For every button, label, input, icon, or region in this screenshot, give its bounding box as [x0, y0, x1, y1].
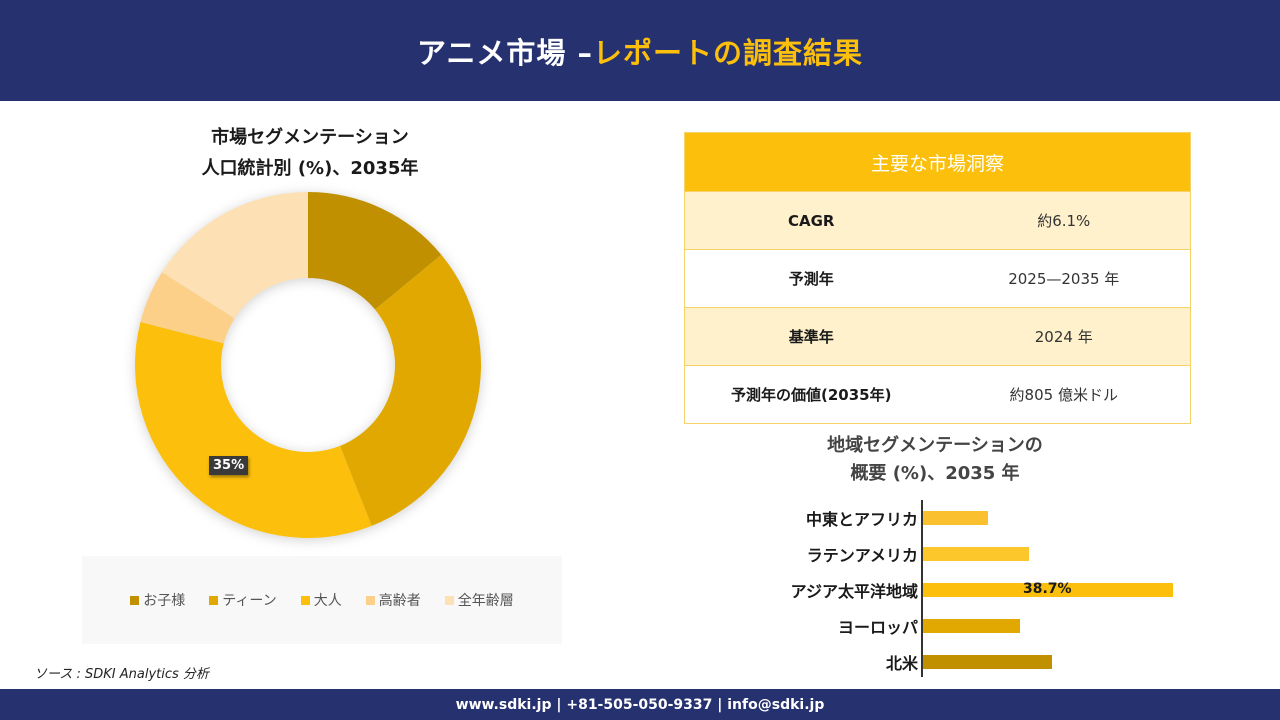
insights-value: 2024 年: [1034, 328, 1093, 346]
bar-category-label: ヨーロッパ: [837, 618, 918, 637]
insights-key: 予測年の価値(2035年): [731, 386, 892, 404]
donut-svg: [134, 192, 481, 538]
bar-row: 北米: [740, 644, 1200, 680]
regional-title-line2: 概要 (%)、2035 年: [850, 463, 1020, 484]
bar-category-label: 中東とアフリカ: [805, 510, 918, 529]
insights-key: 予測年: [788, 270, 834, 288]
legend-item: 全年齢層: [444, 590, 514, 610]
legend-swatch-icon: [209, 595, 219, 605]
legend-item: 大人: [300, 590, 342, 610]
footer-contact: www.sdki.jp | +81-505-050-9337 | info@sd…: [0, 689, 1280, 720]
legend-label: 全年齢層: [457, 593, 514, 609]
insights-key: 基準年: [788, 328, 834, 346]
bar-row: ヨーロッパ: [740, 608, 1200, 644]
legend-swatch-icon: [365, 595, 375, 605]
regional-bar-chart: 中東とアフリカ ラテンアメリカアジア太平洋地域 38.7% ヨーロッパ北米: [740, 500, 1200, 680]
insights-value: 2025—2035 年: [1008, 270, 1120, 288]
bar-category-label: 北米: [885, 654, 918, 673]
insights-key: CAGR: [788, 211, 835, 230]
report-title-findings: レポートの調査結果: [593, 35, 864, 70]
legend-label: 高齢者: [378, 593, 421, 609]
legend-item: ティーン: [209, 590, 277, 610]
legend-item: お子様: [130, 590, 185, 610]
insights-row-forecast-value: 予測年の価値(2035年) 約805 億米ドル: [685, 365, 1190, 423]
insights-row-cagr: CAGR 約6.1%: [685, 191, 1190, 249]
bar-data-label: 38.7%: [1023, 581, 1072, 597]
donut-slice: [140, 272, 235, 344]
legend-swatch-icon: [444, 595, 454, 605]
insights-row-forecast-period: 予測年 2025—2035 年: [685, 249, 1190, 307]
report-title: アニメ市場 –レポートの調査結果: [417, 30, 863, 72]
bar-fill: [923, 583, 1173, 597]
insights-value: 約805 億米ドル: [1009, 386, 1118, 404]
legend-label: ティーン: [222, 593, 277, 609]
bar-fill: [923, 619, 1020, 633]
bar-category-label: ラテンアメリカ: [806, 546, 918, 565]
donut-legend: お子様 ティーン 大人 高齢者 全年齢層: [82, 556, 562, 644]
legend-swatch-icon: [300, 595, 310, 605]
key-insights-table: 主要な市場洞察 CAGR 約6.1% 予測年 2025—2035 年 基準年 2…: [684, 132, 1191, 424]
bar-chart-axis: [921, 500, 923, 677]
regional-title-line1: 地域セグメンテーションの: [827, 435, 1043, 456]
report-header: アニメ市場 –レポートの調査結果: [0, 0, 1280, 101]
donut-data-label: 35%: [209, 456, 249, 475]
bar-fill: [923, 655, 1053, 669]
insights-value: 約6.1%: [1037, 212, 1091, 230]
donut-chart-title: 市場セグメンテーション 人口統計別 (%)、2035年: [120, 122, 500, 184]
donut-title-line1: 市場セグメンテーション: [211, 127, 409, 148]
donut-slice: [161, 192, 308, 319]
demographic-donut-chart: [125, 182, 491, 548]
source-note: ソース : SDKI Analytics 分析: [34, 667, 209, 682]
donut-title-line2: 人口統計別 (%)、2035年: [201, 158, 419, 179]
key-insights-heading: 主要な市場洞察: [685, 133, 1190, 191]
donut-slice: [340, 254, 481, 526]
report-title-market: アニメ市場 –: [416, 35, 593, 70]
bar-fill: [923, 547, 1029, 561]
bar-row: 中東とアフリカ: [740, 500, 1200, 536]
bar-row: アジア太平洋地域 38.7%: [740, 572, 1200, 608]
donut-slice: [308, 192, 442, 310]
donut-slice: [134, 321, 372, 538]
insights-row-base-year: 基準年 2024 年: [685, 307, 1190, 365]
bar-category-label: アジア太平洋地域: [790, 582, 918, 601]
legend-label: 大人: [313, 593, 342, 609]
legend-swatch-icon: [130, 595, 140, 605]
bar-fill: [923, 511, 988, 525]
regional-chart-title: 地域セグメンテーションの 概要 (%)、2035 年: [770, 432, 1100, 488]
legend-item: 高齢者: [365, 590, 421, 610]
legend-label: お子様: [143, 593, 186, 609]
bar-row: ラテンアメリカ: [740, 536, 1200, 572]
